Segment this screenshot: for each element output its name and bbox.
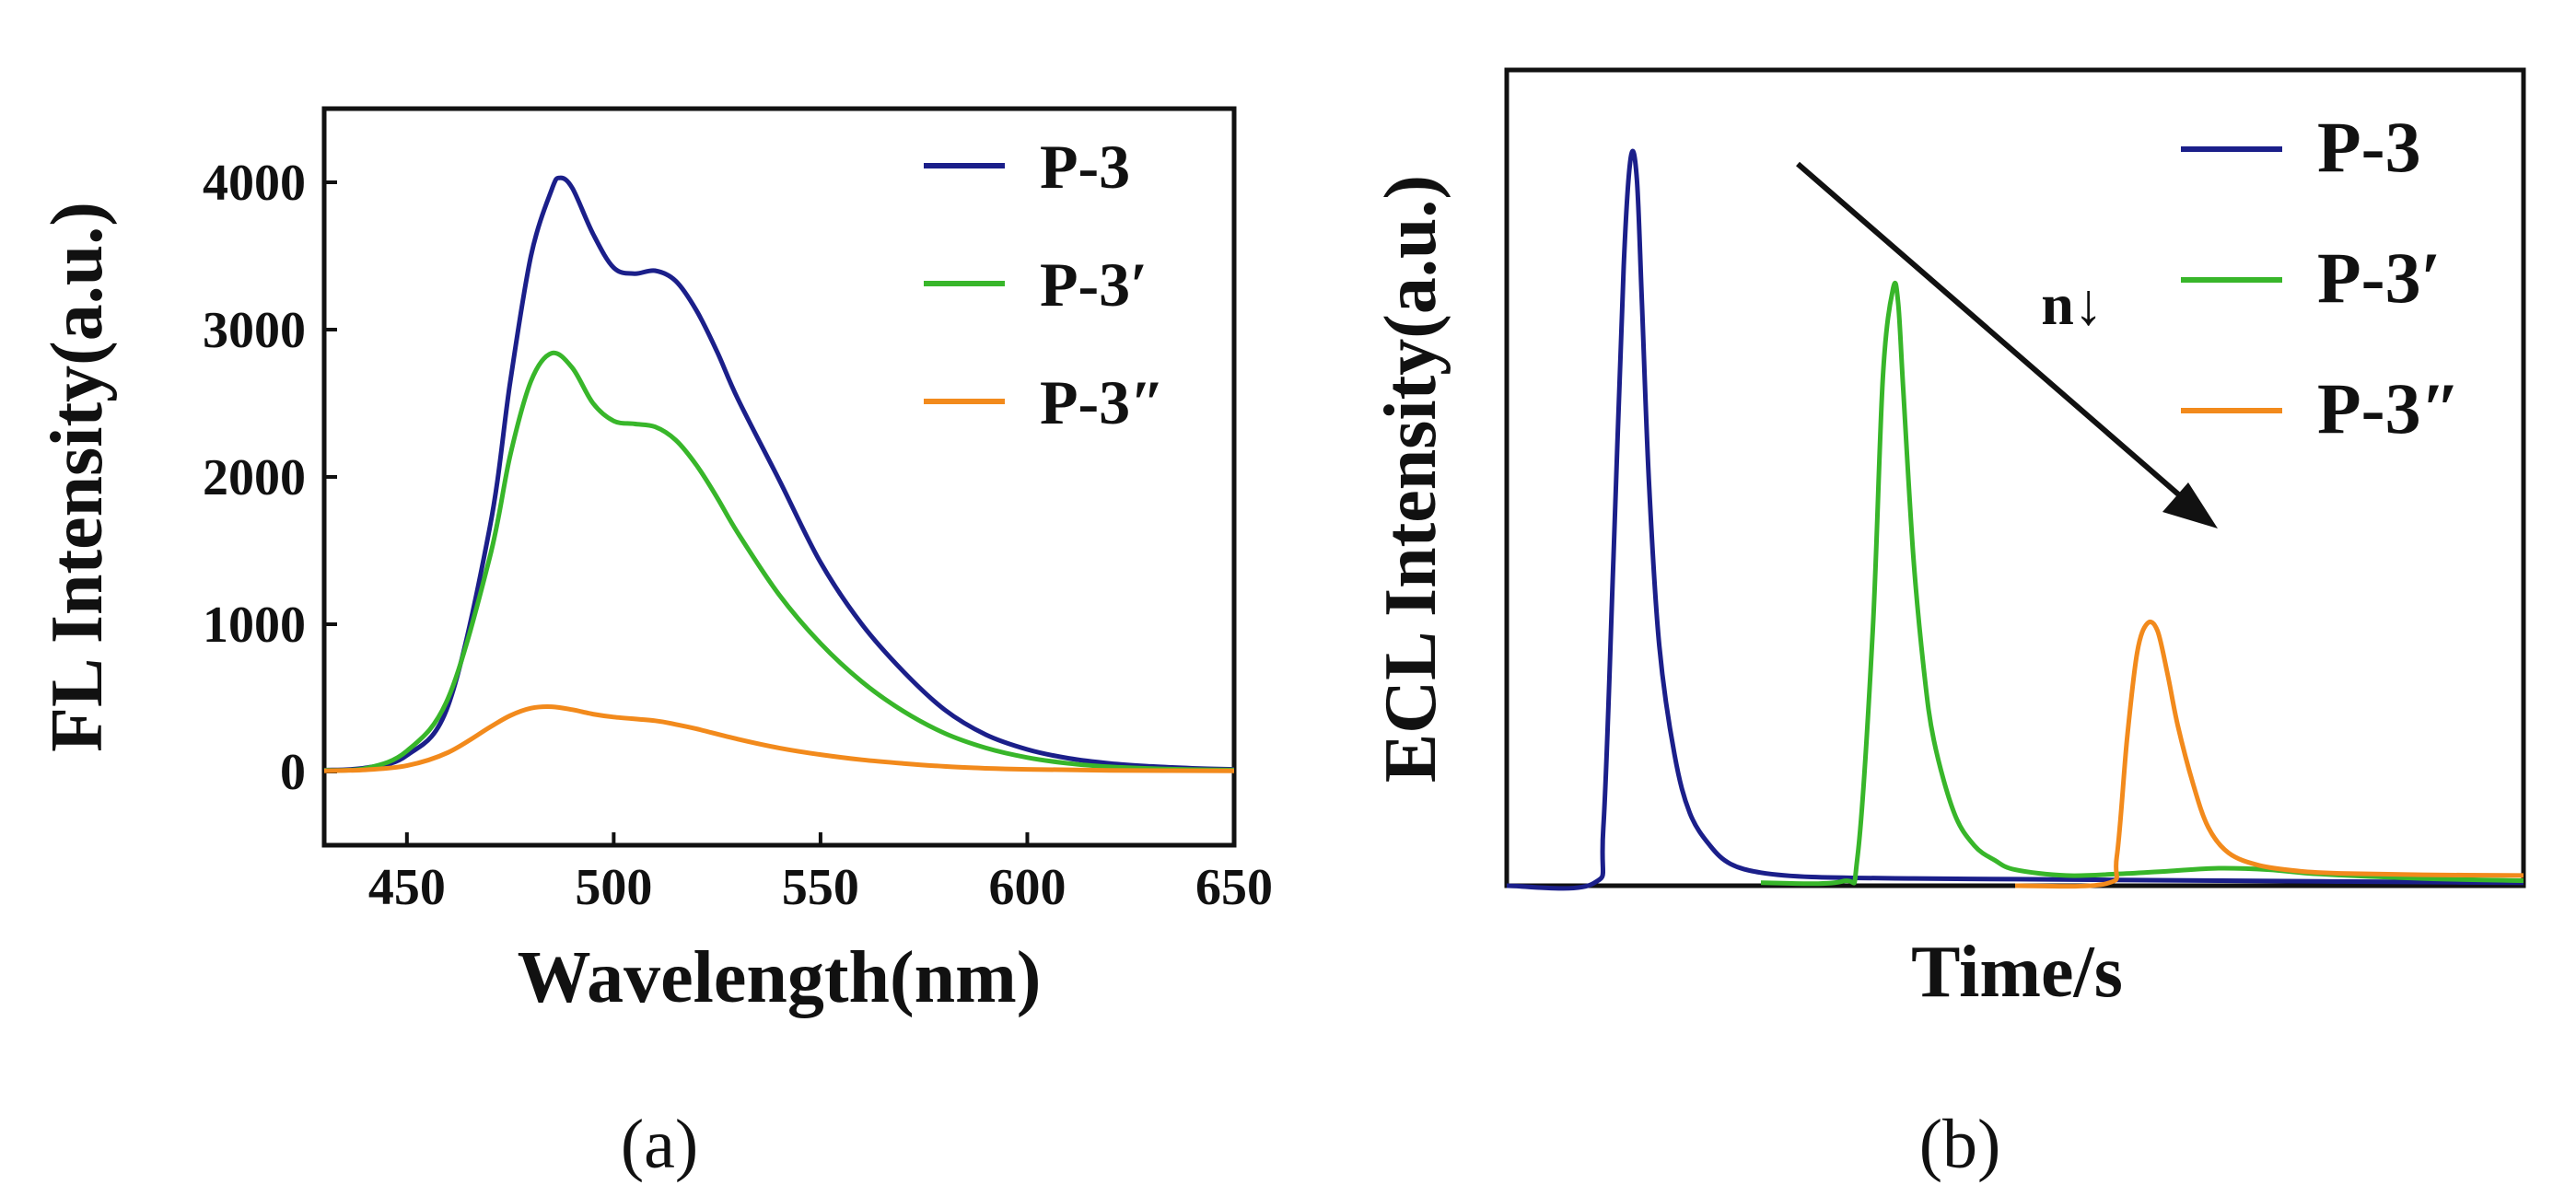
x-tick-label: 500 — [575, 859, 652, 916]
series-line-1 — [1506, 148, 2524, 891]
series-line-3 — [323, 703, 1235, 773]
y-tick-label: 1000 — [203, 597, 306, 654]
series-line-2 — [1760, 281, 2524, 887]
panel-a-series — [323, 175, 1235, 773]
panel-b-legend: P-3 P-3′ P-3″ — [2181, 107, 2461, 448]
panel-a-x-axis-label: Wavelength(nm) — [518, 937, 1042, 1018]
series-line-1 — [323, 175, 1235, 772]
legend-label-2: P-3′ — [2317, 238, 2442, 318]
y-tick-label: 2000 — [203, 449, 306, 506]
legend-label-3: P-3″ — [2317, 368, 2461, 448]
x-tick-label: 450 — [368, 859, 446, 916]
series-line-3 — [2014, 619, 2524, 889]
legend-label-2: P-3′ — [1040, 250, 1148, 319]
x-tick-label: 650 — [1195, 859, 1273, 916]
panel-a-chart: 450 500 550 600 650 0 1000 2000 3000 4000 P-3 P-3′… — [37, 106, 1273, 1183]
panel-b-y-axis-label: ECL Intensity(a.u.) — [1370, 175, 1451, 783]
x-tick-label: 550 — [782, 859, 859, 916]
panel-a-ticks: 450 500 550 600 650 0 1000 2000 3000 4000 — [203, 155, 1273, 916]
panel-a-label: (a) — [621, 1106, 698, 1183]
legend-label-1: P-3 — [2317, 107, 2421, 187]
trend-arrow — [1796, 161, 2218, 528]
panel-b-label: (b) — [1919, 1106, 2001, 1183]
legend-label-3: P-3″ — [1040, 367, 1165, 437]
trend-arrow-shaft — [1796, 161, 2192, 507]
legend-label-1: P-3 — [1040, 132, 1130, 202]
trend-arrow-head — [2162, 482, 2218, 528]
y-tick-label: 4000 — [203, 155, 306, 212]
y-tick-label: 3000 — [203, 302, 306, 359]
series-line-2 — [323, 350, 1235, 773]
panel-a-legend: P-3 P-3′ P-3″ — [924, 132, 1165, 437]
panel-a-y-axis-label: FL Intensity(a.u.) — [37, 202, 118, 752]
y-tick-label: 0 — [280, 744, 306, 801]
x-tick-label: 600 — [988, 859, 1066, 916]
panel-b-x-axis-label: Time/s — [1911, 932, 2123, 1013]
panel-b-chart: P-3 P-3′ P-3″ n↓ Time/s ECL Intensity(a.u.… — [1370, 67, 2526, 1183]
panel-b-plot-frame — [1504, 67, 2526, 888]
trend-annotation: n↓ — [2041, 272, 2104, 337]
panel-b-series — [1506, 148, 2524, 891]
